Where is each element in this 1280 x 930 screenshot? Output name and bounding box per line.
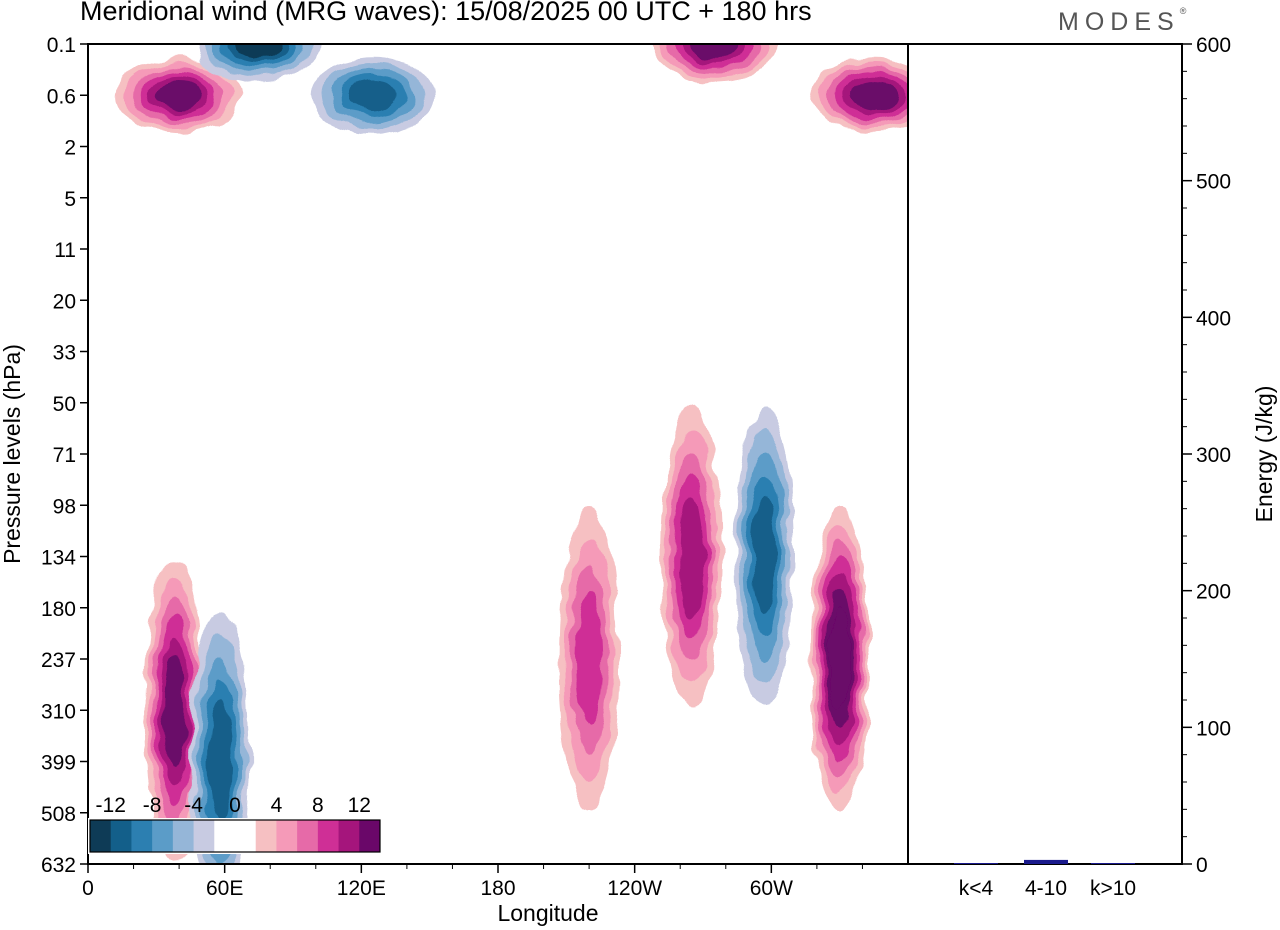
energy-tick-label: 100 (1196, 717, 1231, 740)
colorbar-swatch (235, 820, 257, 852)
energy-tick-label: 500 (1196, 171, 1231, 194)
energy-tick-label: 300 (1196, 444, 1231, 467)
x-tick-label: 60E (206, 877, 243, 900)
y-tick-label: 237 (41, 649, 76, 672)
colorbar-swatch (317, 820, 340, 852)
wind-feature-6 (190, 611, 251, 864)
wind-feature-9 (734, 406, 795, 707)
y-tick-label: 11 (54, 239, 76, 262)
y-tick-label: 180 (41, 598, 76, 621)
wind-feature-3 (652, 44, 777, 82)
colorbar-label: -8 (143, 794, 162, 817)
wind-feature-7 (559, 509, 620, 809)
wind-feature-10 (809, 509, 870, 809)
contour-level-1-5 (235, 44, 283, 59)
contour-level-10-6 (828, 605, 851, 713)
chart-title: Meridional wind (MRG waves): 15/08/2025 … (80, 0, 812, 26)
contour-level-2-4 (347, 80, 398, 111)
y-tick-label: 71 (53, 444, 76, 467)
energy-bar-4-10 (1024, 859, 1068, 864)
colorbar-swatch (110, 820, 132, 852)
colorbar-swatch (338, 820, 360, 852)
wind-feature-4 (811, 57, 908, 134)
y-tick-label: 0.1 (47, 34, 76, 57)
y-tick-label: 508 (41, 803, 76, 826)
x-axis-label: Longitude (497, 900, 598, 926)
colorbar-frame (89, 819, 381, 853)
colorbar-label: -12 (96, 794, 126, 817)
colorbar-label: -4 (184, 794, 203, 817)
colorbar-swatch (255, 820, 277, 852)
energy-tick-label: 200 (1196, 581, 1231, 604)
wind-contours (117, 44, 908, 864)
energy-category-label: 4-10 (1025, 877, 1067, 900)
energy-bar-k>10 (1091, 863, 1135, 864)
x-tick-label: 120E (337, 877, 386, 900)
colorbar-swatch (131, 820, 153, 852)
energy-category-label: k>10 (1090, 877, 1136, 900)
y-tick-label: 399 (41, 752, 76, 775)
energy-tick-label: 0 (1196, 854, 1208, 877)
energy-panel-frame (907, 43, 1183, 865)
contour-level-5-5 (163, 653, 186, 767)
contour-level-4-5 (850, 80, 898, 110)
brand-text: MODES (1058, 8, 1180, 36)
y-tick-label: 632 (41, 854, 76, 877)
colorbar-swatch (276, 820, 298, 852)
colorbar-label: 0 (229, 794, 241, 817)
y-tick-label: 20 (53, 290, 76, 313)
colorbar-legend: -12 -8 -4 0 4 8 12 (88, 794, 382, 854)
y-tick-label: 134 (41, 547, 76, 570)
colorbar-swatch (359, 820, 381, 852)
y-axis-label: Pressure levels (hPa) (0, 344, 25, 564)
x-tick-label: 0 (82, 877, 94, 900)
brand-logo: MODES® (1058, 6, 1187, 37)
energy-category-label: k<4 (959, 877, 994, 900)
contour-level-0-5 (155, 80, 203, 110)
energy-bar-chart: 0 100 200 300 400 500 600 Energy (J/kg) k<4 4-10 k… (954, 34, 1277, 900)
colorbar-label: 8 (312, 794, 324, 817)
colorbar-swatch (214, 820, 236, 852)
heatmap-plot-area (117, 44, 908, 864)
colorbar-label: 12 (348, 794, 371, 817)
x-tick-label: 120W (607, 877, 662, 900)
colorbar-swatch (297, 820, 319, 852)
x-tick-label: 60W (750, 877, 793, 900)
x-tick-label: 180 (480, 877, 515, 900)
energy-axis-label: Energy (J/kg) (1251, 386, 1277, 523)
y-tick-label: 50 (53, 393, 76, 416)
y-tick-label: 2 (64, 137, 76, 160)
wind-feature-0 (117, 57, 242, 134)
y-tick-label: 98 (53, 495, 76, 518)
colorbar-swatch (90, 820, 112, 852)
brand-registered-mark: ® (1179, 6, 1187, 16)
wind-feature-8 (661, 406, 722, 707)
y-tick-label: 33 (53, 342, 76, 365)
wind-feature-2 (310, 57, 435, 134)
colorbar-swatch (152, 820, 174, 852)
heatmap-axes: 0.1 0.6 2 5 11 20 33 50 71 98 134 180 237 310 399 508 63… (0, 34, 863, 926)
wind-feature-5 (144, 560, 205, 861)
contour-level-8-4 (679, 496, 704, 617)
y-tick-label: 5 (64, 188, 76, 211)
energy-bar-k<4 (954, 863, 998, 864)
wind-feature-1 (196, 44, 321, 82)
contour-level-7-3 (576, 593, 603, 725)
y-tick-label: 310 (41, 700, 76, 723)
contour-level-9-4 (752, 496, 777, 617)
energy-tick-label: 600 (1196, 34, 1231, 57)
energy-tick-label: 400 (1196, 307, 1231, 330)
colorbar-label: 4 (271, 794, 283, 817)
contour-level-3-5 (691, 44, 738, 59)
contour-level-6-4 (208, 701, 233, 822)
colorbar-swatch (172, 820, 195, 852)
colorbar-swatch (193, 820, 215, 852)
y-tick-label: 0.6 (47, 85, 76, 108)
